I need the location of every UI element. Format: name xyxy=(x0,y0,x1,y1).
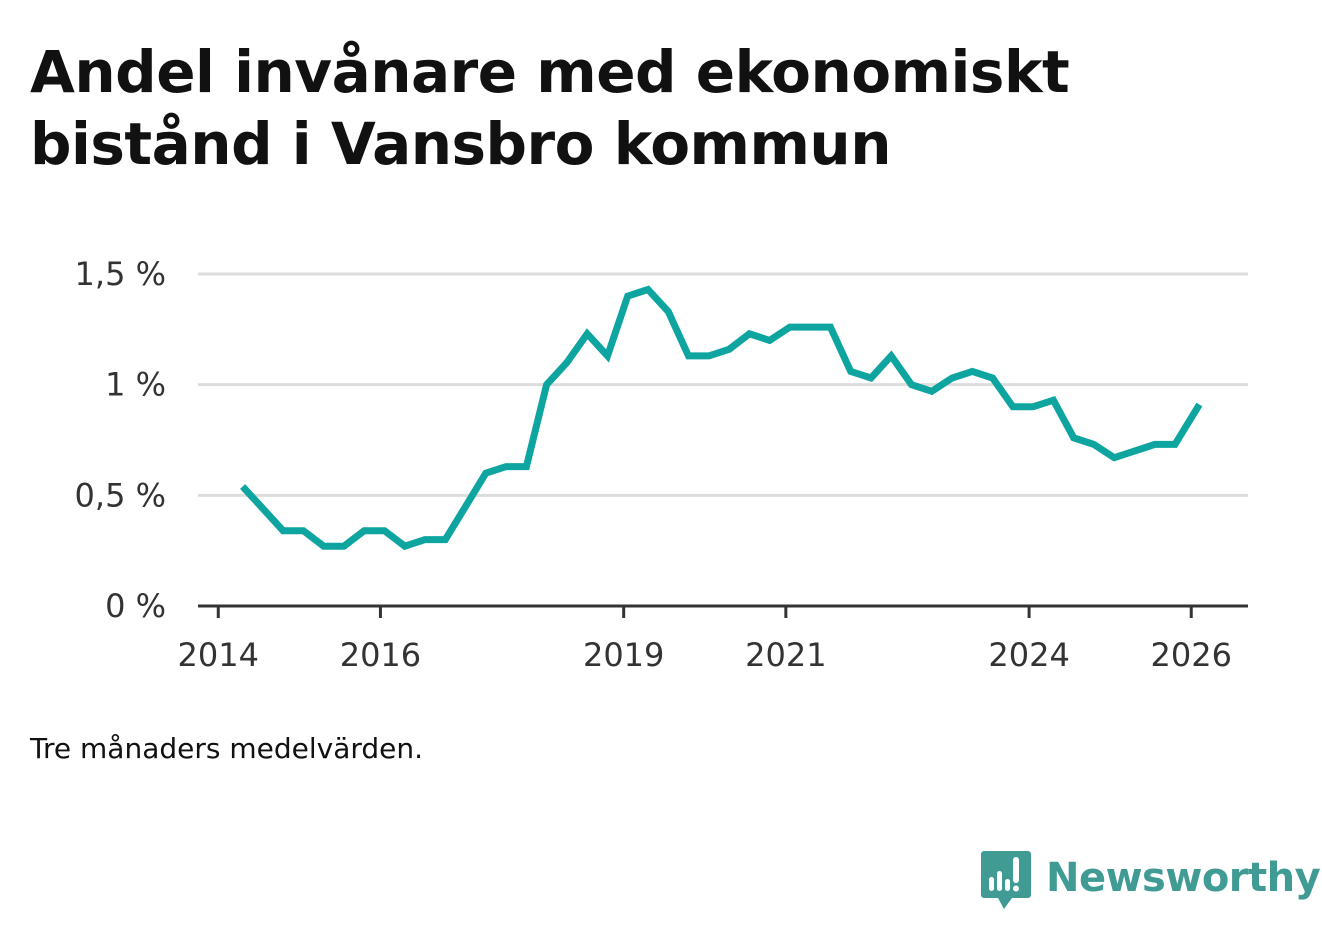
data-point xyxy=(442,536,449,543)
data-point xyxy=(503,463,510,470)
x-axis xyxy=(198,604,1248,618)
data-point xyxy=(1111,454,1118,461)
y-axis-labels: 0 % 0,5 % 1 % 1,5 % xyxy=(75,255,166,625)
data-point xyxy=(259,505,266,512)
gridlines xyxy=(198,272,1248,497)
data-point xyxy=(604,352,611,359)
data-point xyxy=(1009,403,1016,410)
data-point xyxy=(340,543,347,550)
data-point xyxy=(1090,441,1097,448)
data-point xyxy=(482,470,489,477)
brand-logo[interactable]: Newsworthy xyxy=(980,848,1321,912)
line-chart: 0 % 0,5 % 1 % 1,5 % 2014 2016 2019 2021 2024 202… xyxy=(75,255,1248,674)
data-point xyxy=(766,337,773,344)
data-point xyxy=(239,483,246,490)
data-point xyxy=(280,527,287,534)
chart-note: Tre månaders medelvärden. xyxy=(30,732,424,765)
data-point xyxy=(827,324,834,331)
data-point xyxy=(1070,434,1077,441)
series-line xyxy=(240,285,1203,551)
data-point xyxy=(685,352,692,359)
data-point xyxy=(989,375,996,382)
data-point xyxy=(401,543,408,550)
data-point xyxy=(563,359,570,366)
data-point xyxy=(584,330,591,337)
data-point xyxy=(1151,441,1158,448)
y-tick-label: 0,5 % xyxy=(75,476,166,514)
data-point xyxy=(1050,397,1057,404)
data-point xyxy=(807,324,814,331)
data-point xyxy=(543,381,550,388)
chart-title: Andel invånare med ekonomiskt bistånd i … xyxy=(30,38,1070,178)
x-tick-label: 2021 xyxy=(745,636,826,674)
data-point xyxy=(908,381,915,388)
x-tick-label: 2026 xyxy=(1151,636,1232,674)
data-point xyxy=(523,463,530,470)
series-layer xyxy=(239,285,1203,551)
data-point xyxy=(381,527,388,534)
x-tick-label: 2019 xyxy=(583,636,664,674)
data-point xyxy=(1172,441,1179,448)
data-point xyxy=(786,324,793,331)
data-point xyxy=(746,330,753,337)
data-point xyxy=(422,536,429,543)
data-point xyxy=(645,286,652,293)
x-axis-labels: 2014 2016 2019 2021 2024 2026 xyxy=(178,636,1232,674)
x-tick-label: 2016 xyxy=(340,636,421,674)
brand-name: Newsworthy xyxy=(1046,855,1321,901)
y-tick-label: 0 % xyxy=(105,587,166,625)
data-point xyxy=(969,368,976,375)
data-point xyxy=(320,543,327,550)
data-point xyxy=(300,527,307,534)
data-point xyxy=(1196,401,1203,408)
data-point xyxy=(1131,448,1138,455)
data-point xyxy=(1030,403,1037,410)
data-point xyxy=(847,368,854,375)
x-tick-label: 2024 xyxy=(988,636,1069,674)
data-point xyxy=(462,503,469,510)
data-point xyxy=(361,527,368,534)
y-tick-label: 1 % xyxy=(105,366,166,404)
data-point xyxy=(705,352,712,359)
data-point xyxy=(928,388,935,395)
y-tick-label: 1,5 % xyxy=(75,255,166,293)
data-point xyxy=(949,375,956,382)
data-point xyxy=(624,293,631,300)
data-point xyxy=(888,352,895,359)
x-tick-label: 2014 xyxy=(178,636,259,674)
data-point xyxy=(726,346,733,353)
data-point xyxy=(665,308,672,315)
newsworthy-logo-icon xyxy=(981,851,1031,909)
data-point xyxy=(868,375,875,382)
